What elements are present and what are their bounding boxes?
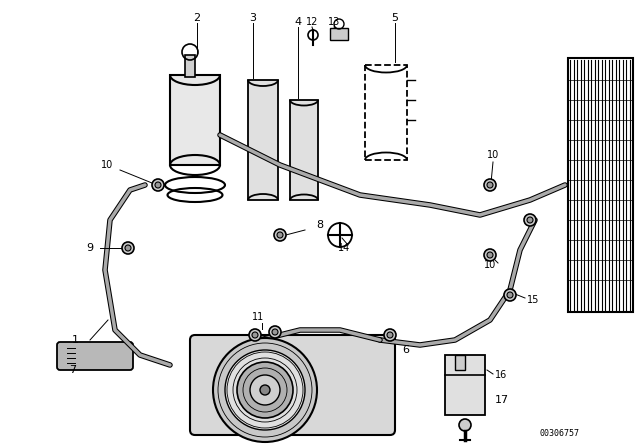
Circle shape bbox=[225, 350, 305, 430]
Bar bbox=[248, 80, 278, 200]
Circle shape bbox=[504, 289, 516, 301]
Circle shape bbox=[277, 232, 283, 238]
Circle shape bbox=[252, 332, 258, 338]
Circle shape bbox=[272, 329, 278, 335]
FancyBboxPatch shape bbox=[57, 342, 133, 370]
Circle shape bbox=[527, 217, 533, 223]
Text: 11: 11 bbox=[252, 312, 264, 322]
Text: 8: 8 bbox=[316, 220, 324, 230]
Circle shape bbox=[484, 249, 496, 261]
Text: 16: 16 bbox=[495, 370, 508, 380]
Bar bbox=[290, 100, 318, 200]
Text: 7: 7 bbox=[69, 365, 77, 375]
Circle shape bbox=[384, 329, 396, 341]
Circle shape bbox=[249, 329, 261, 341]
Text: 9: 9 bbox=[86, 243, 93, 253]
Circle shape bbox=[237, 362, 293, 418]
Text: 14: 14 bbox=[338, 243, 350, 253]
Circle shape bbox=[122, 242, 134, 254]
Text: 2: 2 bbox=[193, 13, 200, 23]
Text: 6: 6 bbox=[403, 345, 410, 355]
Text: 13: 13 bbox=[328, 17, 340, 27]
Text: 4: 4 bbox=[294, 17, 301, 27]
Circle shape bbox=[459, 419, 471, 431]
Circle shape bbox=[269, 326, 281, 338]
Circle shape bbox=[387, 332, 393, 338]
Circle shape bbox=[155, 182, 161, 188]
Circle shape bbox=[484, 179, 496, 191]
Text: 10: 10 bbox=[101, 160, 113, 170]
Circle shape bbox=[487, 252, 493, 258]
Text: 17: 17 bbox=[495, 395, 509, 405]
Text: 1: 1 bbox=[72, 335, 79, 345]
Circle shape bbox=[507, 292, 513, 298]
Text: 5: 5 bbox=[392, 13, 399, 23]
Circle shape bbox=[152, 179, 164, 191]
Text: 12: 12 bbox=[306, 17, 318, 27]
Bar bbox=[445, 355, 485, 415]
Text: 15: 15 bbox=[527, 295, 540, 305]
Bar bbox=[185, 55, 195, 77]
Bar bbox=[455, 355, 465, 370]
Circle shape bbox=[524, 214, 536, 226]
Circle shape bbox=[487, 182, 493, 188]
Text: 00306757: 00306757 bbox=[540, 429, 580, 438]
Circle shape bbox=[125, 245, 131, 251]
Circle shape bbox=[250, 375, 280, 405]
Bar bbox=[330, 28, 348, 40]
Bar bbox=[568, 58, 633, 312]
Circle shape bbox=[213, 338, 317, 442]
Circle shape bbox=[260, 385, 270, 395]
Bar bbox=[170, 75, 220, 165]
Text: 10: 10 bbox=[487, 150, 499, 160]
Text: 3: 3 bbox=[250, 13, 257, 23]
Bar bbox=[365, 65, 407, 160]
FancyBboxPatch shape bbox=[190, 335, 395, 435]
Circle shape bbox=[274, 229, 286, 241]
Text: 10: 10 bbox=[484, 260, 496, 270]
